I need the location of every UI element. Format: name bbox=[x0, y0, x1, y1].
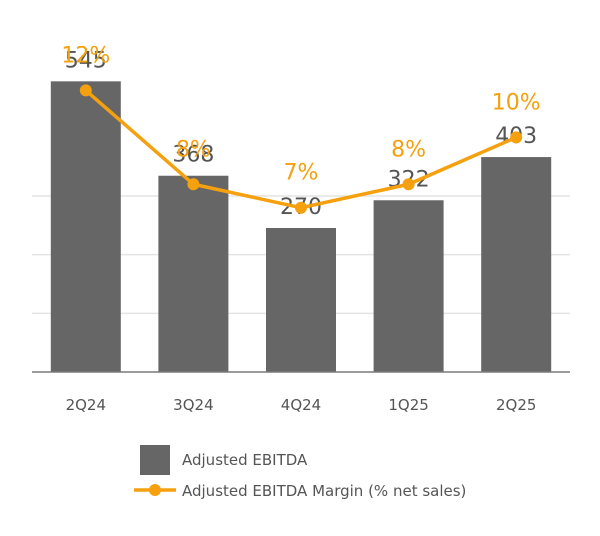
margin-point-2Q25 bbox=[510, 131, 523, 144]
legend: Adjusted EBITDA Adjusted EBITDA Margin (… bbox=[134, 445, 466, 500]
margin-line bbox=[84, 89, 517, 210]
margin-value-label-2Q25: 10% bbox=[492, 90, 541, 115]
category-label-2Q25: 2Q25 bbox=[496, 396, 536, 414]
margin-point-3Q24 bbox=[187, 178, 200, 191]
margin-value-label-3Q24: 8% bbox=[176, 137, 211, 162]
margin-value-label-4Q24: 7% bbox=[284, 161, 319, 186]
category-label-2Q24: 2Q24 bbox=[66, 396, 106, 414]
bar-series bbox=[50, 81, 552, 372]
bar-2Q25 bbox=[481, 157, 552, 372]
bar-2Q24 bbox=[50, 81, 121, 372]
category-label-1Q25: 1Q25 bbox=[388, 396, 428, 414]
category-labels: 2Q24 3Q24 4Q24 1Q25 2Q25 bbox=[66, 396, 537, 414]
bar-4Q24 bbox=[266, 228, 336, 372]
margin-point-1Q25 bbox=[402, 178, 415, 191]
margin-value-labels: 12% 8% 7% 8% 10% bbox=[61, 43, 540, 185]
margin-value-label-2Q24: 12% bbox=[61, 43, 110, 68]
bar-value-label-2Q24: 545 bbox=[65, 48, 107, 73]
bar-1Q25 bbox=[373, 200, 444, 372]
margin-line-series bbox=[79, 84, 523, 214]
legend-line-marker bbox=[149, 484, 161, 496]
legend-bar-swatch bbox=[140, 445, 170, 475]
legend-bar-label: Adjusted EBITDA bbox=[182, 451, 308, 469]
bar-3Q24 bbox=[158, 175, 229, 372]
margin-value-label-1Q25: 8% bbox=[391, 137, 426, 162]
margin-point-2Q24 bbox=[79, 84, 92, 97]
category-label-3Q24: 3Q24 bbox=[173, 396, 213, 414]
category-label-4Q24: 4Q24 bbox=[281, 396, 321, 414]
bar-value-label-3Q24: 368 bbox=[172, 143, 214, 168]
legend-line-label: Adjusted EBITDA Margin (% net sales) bbox=[182, 482, 466, 500]
margin-point-4Q24 bbox=[295, 201, 307, 214]
